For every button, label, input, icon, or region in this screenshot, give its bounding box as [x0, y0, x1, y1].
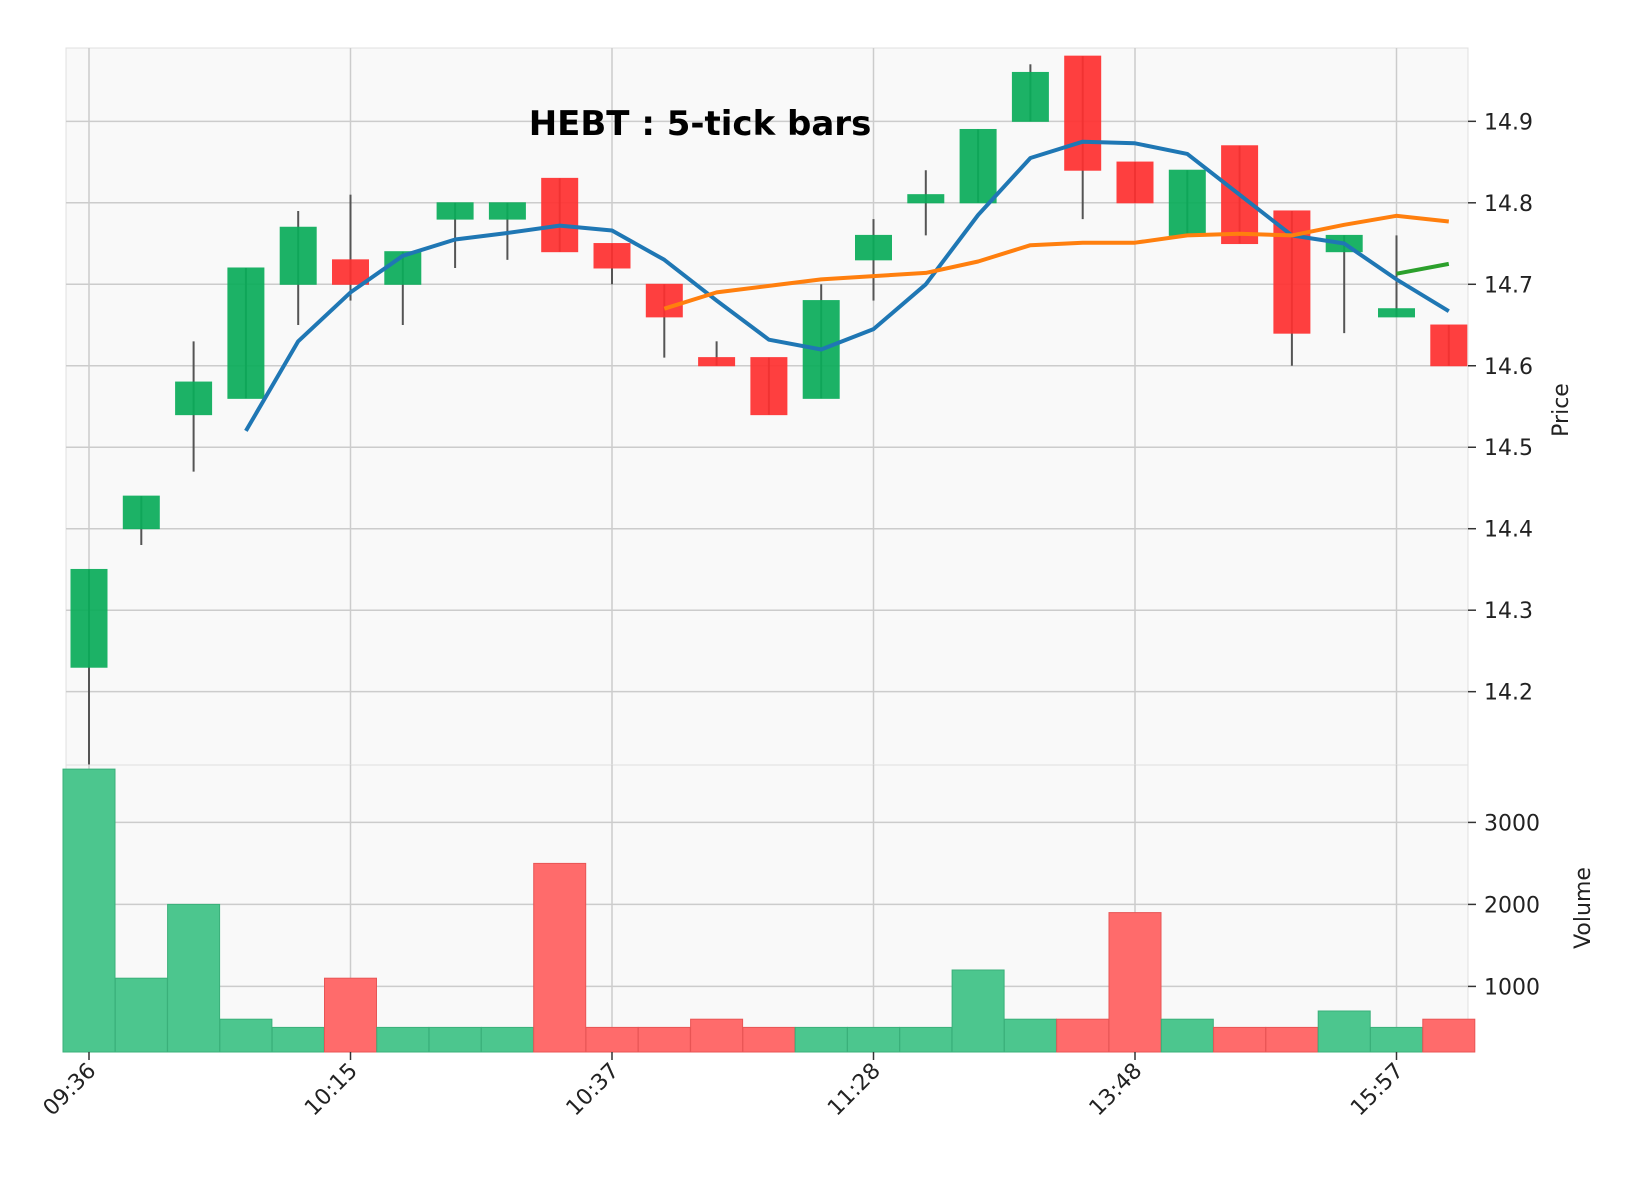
candle-down: [541, 177, 579, 253]
volume-bar: [585, 1026, 639, 1053]
candle-up: [279, 226, 317, 285]
volume-bar: [480, 1026, 534, 1053]
price-axis-ticks: 14.2 14.3 14.4 14.5 14.6 14.7 14.8 14.9: [1468, 110, 1533, 706]
price-panel: 14.2 14.3 14.4 14.5 14.6 14.7 14.8 14.9 Price: [65, 47, 1574, 766]
volume-bar: [219, 1018, 273, 1053]
volume-bar: [324, 977, 377, 1053]
volume-bar: [533, 862, 587, 1053]
volume-bar: [951, 969, 1005, 1053]
volume-bar: [1108, 912, 1162, 1053]
volume-bar: [1056, 1018, 1110, 1053]
candle-up: [175, 381, 213, 416]
price-tick-label: 14.8: [1484, 192, 1533, 217]
candle-up: [855, 234, 892, 261]
candle-down: [645, 283, 683, 318]
candle-down: [1116, 161, 1154, 204]
volume-tick-label: 2000: [1484, 893, 1540, 918]
volume-bar: [1003, 1018, 1057, 1053]
candle-up: [436, 202, 474, 220]
volume-bar: [1317, 1010, 1371, 1053]
price-tick-label: 14.6: [1484, 355, 1533, 380]
volume-bar: [167, 903, 221, 1053]
volume-axis-label: Volume: [1571, 867, 1596, 949]
candle-down: [750, 357, 788, 416]
moving-average-ma-fast: [244, 139, 1450, 432]
volume-bar: [428, 1026, 482, 1053]
candle-down: [1430, 324, 1468, 367]
candle-down: [1064, 55, 1102, 171]
moving-average-ma-mid: [663, 213, 1450, 311]
price-tick-label: 14.5: [1484, 436, 1533, 461]
price-axis-label: Price: [1549, 383, 1574, 437]
candles: [70, 55, 1468, 765]
volume-tick-label: 1000: [1484, 975, 1540, 1000]
candle-up: [1011, 71, 1049, 122]
moving-average-lines: [244, 139, 1450, 432]
volume-bar: [1370, 1026, 1423, 1053]
volume-gridlines: [66, 821, 1468, 988]
volume-bar: [376, 1026, 430, 1053]
volume-bar: [271, 1026, 325, 1053]
volume-tick-label: 3000: [1484, 811, 1540, 836]
candle-down: [1273, 210, 1311, 334]
candle-up: [1168, 169, 1206, 236]
volume-bar: [114, 977, 168, 1053]
volume-bar: [1160, 1018, 1214, 1053]
volume-bar: [637, 1026, 691, 1053]
volume-bar: [794, 1026, 848, 1053]
candle-down: [332, 259, 369, 285]
candle-up: [122, 495, 160, 530]
chart-title: HEBT : 5-tick bars: [529, 104, 872, 144]
volume-panel: 1000 2000 3000 Volume: [62, 764, 1596, 1053]
volume-bar: [690, 1018, 744, 1053]
volume-bar: [899, 1026, 953, 1053]
candle-up: [1378, 308, 1415, 318]
candle-up: [907, 194, 945, 204]
price-tick-label: 14.2: [1484, 681, 1533, 706]
candle-down: [593, 243, 631, 269]
moving-average-ma-slow: [1396, 261, 1450, 276]
candle-up: [70, 568, 108, 668]
volume-bar: [1265, 1026, 1319, 1053]
volume-bar: [847, 1026, 900, 1053]
candle-up: [488, 202, 526, 220]
volume-bar: [1422, 1018, 1476, 1053]
candle-up: [959, 128, 997, 204]
volume-bars: [62, 768, 1476, 1053]
price-tick-label: 14.3: [1484, 599, 1533, 624]
volume-bar: [62, 768, 116, 1053]
volume-bar: [742, 1026, 796, 1053]
price-tick-label: 14.7: [1484, 273, 1533, 298]
volume-bar: [1213, 1026, 1267, 1053]
price-tick-label: 14.4: [1484, 518, 1533, 543]
volume-panel-background: [65, 764, 1469, 1053]
price-tick-label: 14.9: [1484, 110, 1533, 135]
volume-axis-ticks: 1000 2000 3000: [1468, 811, 1540, 1000]
candle-down: [698, 357, 736, 367]
candle-up: [227, 267, 265, 399]
